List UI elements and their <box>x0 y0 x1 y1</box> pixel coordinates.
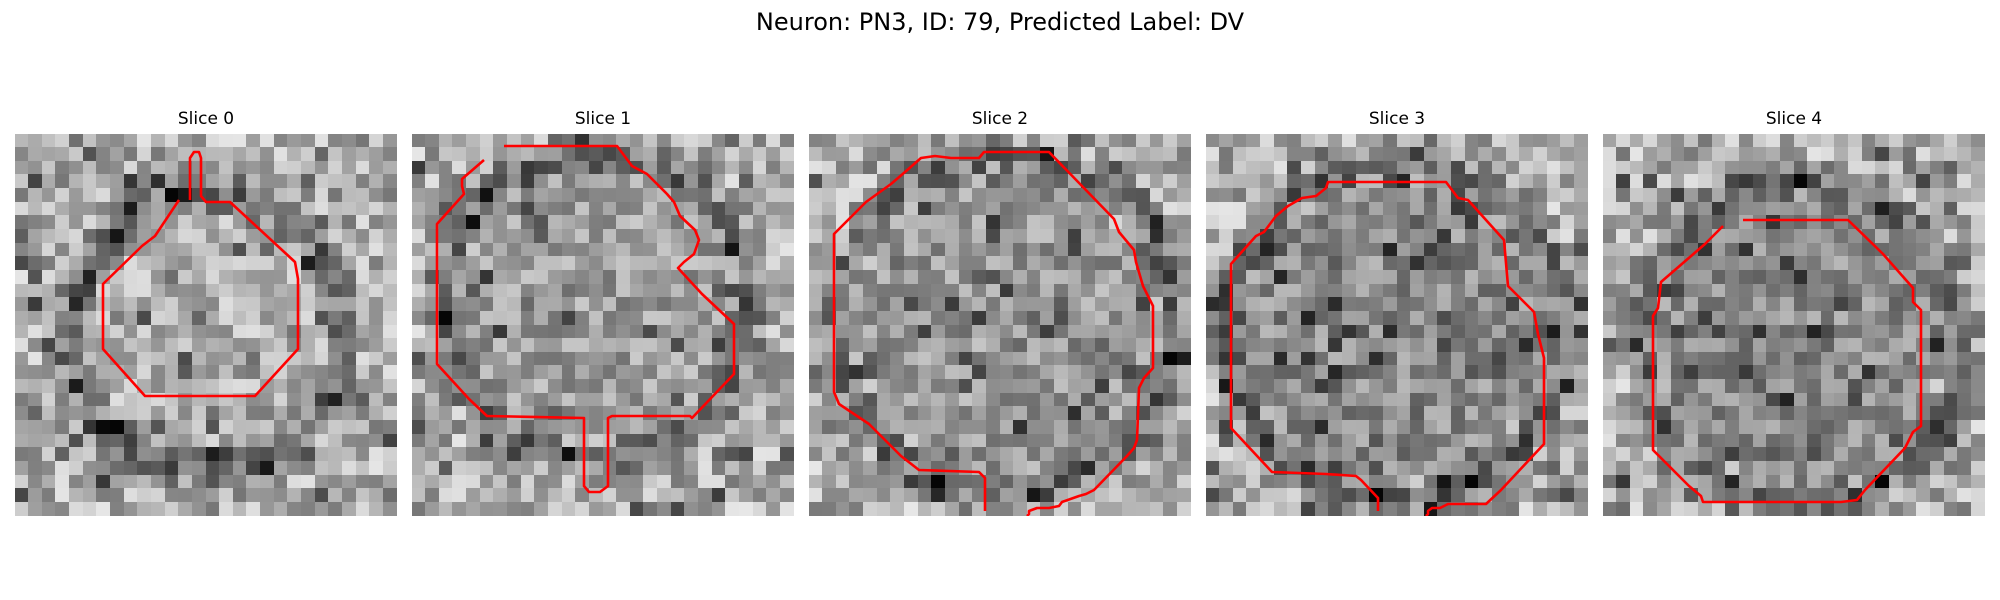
grayscale-image <box>1603 134 1985 516</box>
grayscale-image <box>412 134 794 516</box>
segmentation-contour <box>1229 180 1546 516</box>
slice-title: Slice 3 <box>1368 109 1426 129</box>
slice-title: Slice 2 <box>971 109 1029 129</box>
grayscale-image <box>809 134 1191 516</box>
grayscale-image <box>15 134 397 516</box>
image-canvas <box>412 134 794 516</box>
grayscale-image <box>1206 134 1588 516</box>
image-canvas <box>15 134 397 516</box>
slice-panel-4: Slice 4 <box>1603 110 1985 516</box>
segmentation-contour <box>832 150 1155 516</box>
slice-title: Slice 0 <box>177 109 235 129</box>
slice-panel-0: Slice 0 <box>15 110 397 516</box>
slice-panel-3: Slice 3 <box>1206 110 1588 516</box>
segmentation-contour <box>435 144 736 494</box>
image-canvas <box>1206 134 1588 516</box>
segmentation-contour <box>1651 218 1923 504</box>
slice-title: Slice 1 <box>574 109 632 129</box>
slice-panel-1: Slice 1 <box>412 110 794 516</box>
slice-panel-2: Slice 2 <box>809 110 1191 516</box>
segmentation-contour <box>101 150 300 398</box>
slice-title: Slice 4 <box>1765 109 1823 129</box>
figure-title: Neuron: PN3, ID: 79, Predicted Label: DV <box>755 8 1245 36</box>
